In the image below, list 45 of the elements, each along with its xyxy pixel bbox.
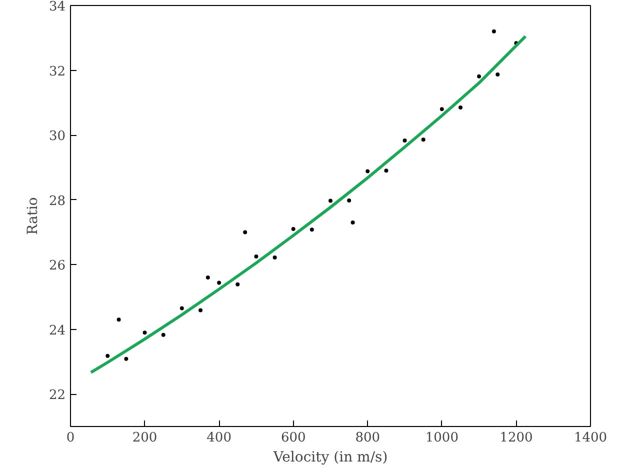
point xyxy=(347,198,352,202)
point xyxy=(384,168,388,173)
y-tick-label: 24 xyxy=(48,323,66,338)
y-tick-label: 34 xyxy=(48,0,66,14)
x-tick-label: 600 xyxy=(280,430,306,446)
point xyxy=(291,226,296,231)
point xyxy=(440,107,444,112)
line-series xyxy=(89,34,527,374)
x-tick-label: 200 xyxy=(132,430,158,446)
point xyxy=(272,255,277,260)
point xyxy=(217,280,222,285)
x-tick-label: 1000 xyxy=(425,430,458,446)
x-tick-label: 400 xyxy=(206,430,232,446)
point xyxy=(236,282,240,286)
point xyxy=(458,106,462,110)
point xyxy=(161,332,166,337)
point xyxy=(328,198,332,203)
y-axis-title: Ratio xyxy=(24,197,41,235)
x-tick-label: 1200 xyxy=(500,430,533,446)
point xyxy=(310,228,314,232)
x-tick-label: 800 xyxy=(355,430,380,446)
point xyxy=(243,230,248,234)
y-tick-label: 32 xyxy=(48,64,66,80)
y-tick-label: 26 xyxy=(48,258,66,274)
point xyxy=(106,354,110,358)
point xyxy=(124,356,128,361)
point xyxy=(254,254,258,258)
x-tick-label: 1400 xyxy=(574,430,608,446)
point xyxy=(206,276,210,280)
point xyxy=(142,330,147,335)
point xyxy=(180,306,184,310)
y-tick-label: 28 xyxy=(48,194,66,209)
point xyxy=(116,318,121,322)
point xyxy=(402,138,407,143)
point xyxy=(496,72,500,76)
point xyxy=(366,169,370,174)
point xyxy=(477,74,482,78)
point xyxy=(198,308,202,312)
y-tick-label: 22 xyxy=(48,388,66,404)
x-axis-title: Velocity (in m/s) xyxy=(272,450,388,466)
y-tick-label: 30 xyxy=(48,129,66,144)
point xyxy=(350,220,355,224)
x-tick-label: 0 xyxy=(66,430,75,446)
point xyxy=(492,29,496,34)
point xyxy=(421,138,426,142)
